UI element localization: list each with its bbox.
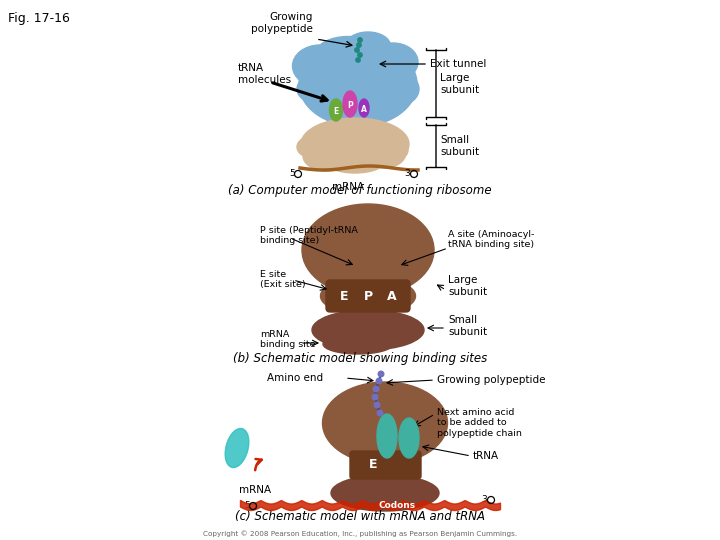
Text: E site
(Exit site): E site (Exit site) xyxy=(260,270,305,289)
Text: Copyright © 2008 Pearson Education, Inc., publishing as Pearson Benjamin Cumming: Copyright © 2008 Pearson Education, Inc.… xyxy=(203,530,517,537)
Ellipse shape xyxy=(299,42,417,126)
Text: 3: 3 xyxy=(404,170,410,179)
Text: P site (Peptidyl-tRNA
binding site): P site (Peptidyl-tRNA binding site) xyxy=(260,226,358,245)
Ellipse shape xyxy=(323,334,393,354)
Text: Next amino acid
to be added to
polypeptide chain: Next amino acid to be added to polypepti… xyxy=(437,408,522,438)
Ellipse shape xyxy=(368,43,418,81)
Text: A site (Aminoacyl-
tRNA binding site): A site (Aminoacyl- tRNA binding site) xyxy=(448,230,534,249)
Circle shape xyxy=(355,48,359,52)
Circle shape xyxy=(356,58,360,62)
Text: mRNA: mRNA xyxy=(332,182,364,192)
Ellipse shape xyxy=(315,37,380,71)
Circle shape xyxy=(376,378,382,384)
Ellipse shape xyxy=(225,428,249,468)
Ellipse shape xyxy=(302,204,434,296)
FancyBboxPatch shape xyxy=(350,451,421,479)
Ellipse shape xyxy=(399,418,419,458)
Text: E: E xyxy=(340,289,348,302)
Text: Exit tunnel: Exit tunnel xyxy=(430,59,487,69)
Text: (a) Computer model of functioning ribosome: (a) Computer model of functioning riboso… xyxy=(228,184,492,197)
Ellipse shape xyxy=(331,475,439,511)
Ellipse shape xyxy=(346,32,390,60)
Ellipse shape xyxy=(381,73,419,105)
Text: E: E xyxy=(369,458,377,471)
Circle shape xyxy=(377,410,383,416)
Ellipse shape xyxy=(292,45,348,87)
Text: Small
subunit: Small subunit xyxy=(448,315,487,337)
Text: 5: 5 xyxy=(289,170,295,179)
Circle shape xyxy=(374,402,380,408)
Text: Fig. 17-16: Fig. 17-16 xyxy=(8,12,70,25)
Circle shape xyxy=(357,43,361,47)
Circle shape xyxy=(372,394,378,400)
Text: (c) Schematic model with mRNA and tRNA: (c) Schematic model with mRNA and tRNA xyxy=(235,510,485,523)
Text: Large
subunit: Large subunit xyxy=(440,73,479,95)
Text: P: P xyxy=(364,289,372,302)
Text: P: P xyxy=(347,100,353,110)
Ellipse shape xyxy=(303,141,351,171)
Ellipse shape xyxy=(326,151,384,173)
Circle shape xyxy=(358,38,362,42)
Text: 5: 5 xyxy=(244,502,250,510)
Ellipse shape xyxy=(361,140,405,168)
Ellipse shape xyxy=(320,277,415,315)
Text: Growing polypeptide: Growing polypeptide xyxy=(437,375,546,385)
Ellipse shape xyxy=(297,75,335,103)
Ellipse shape xyxy=(312,310,424,350)
Circle shape xyxy=(373,386,379,392)
Text: Amino end: Amino end xyxy=(267,373,323,383)
Ellipse shape xyxy=(297,136,329,158)
Text: mRNA
binding site: mRNA binding site xyxy=(260,330,315,349)
FancyBboxPatch shape xyxy=(326,280,410,312)
Ellipse shape xyxy=(330,99,343,121)
Text: Large
subunit: Large subunit xyxy=(448,275,487,297)
Text: Codons: Codons xyxy=(379,502,415,510)
Ellipse shape xyxy=(378,139,408,161)
Text: 3: 3 xyxy=(481,496,487,504)
Circle shape xyxy=(358,53,362,57)
Ellipse shape xyxy=(359,99,369,117)
Text: A: A xyxy=(361,105,367,113)
Text: tRNA
molecules: tRNA molecules xyxy=(238,63,291,85)
Ellipse shape xyxy=(323,382,448,464)
Ellipse shape xyxy=(343,91,357,117)
Text: A: A xyxy=(387,289,397,302)
Text: (b) Schematic model showing binding sites: (b) Schematic model showing binding site… xyxy=(233,352,487,365)
Text: Growing
polypeptide: Growing polypeptide xyxy=(251,12,313,34)
Ellipse shape xyxy=(377,414,397,458)
Text: E: E xyxy=(333,106,338,116)
Circle shape xyxy=(378,371,384,377)
Text: tRNA: tRNA xyxy=(473,451,499,461)
Text: mRNA: mRNA xyxy=(239,485,271,495)
Ellipse shape xyxy=(301,118,409,170)
Text: Small
subunit: Small subunit xyxy=(440,135,479,157)
